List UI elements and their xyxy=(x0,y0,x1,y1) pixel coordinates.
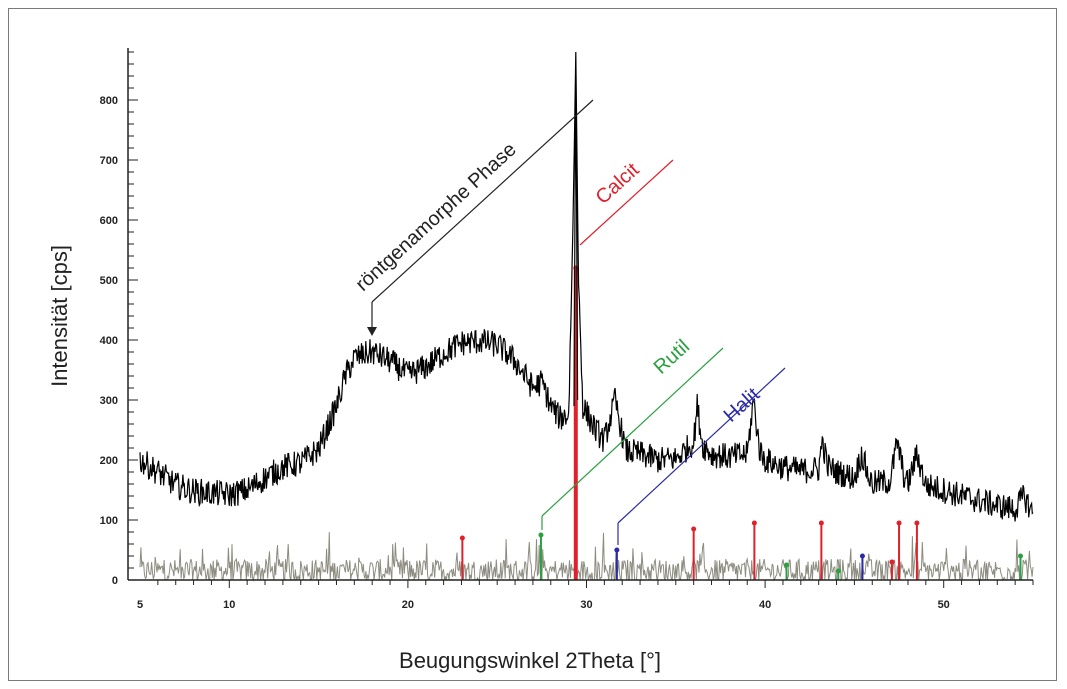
y-tick-label: 800 xyxy=(100,95,118,107)
ref-peak-marker-rutil xyxy=(784,562,790,568)
halit-leader-line xyxy=(617,367,786,524)
x-axis-title: Beugungswinkel 2Theta [°] xyxy=(399,648,661,673)
ref-peak-marker-calcit xyxy=(889,559,895,565)
y-tick-label: 400 xyxy=(100,335,118,347)
ref-peak-marker-rutil xyxy=(1017,553,1023,559)
y-axis-title: Intensität [cps] xyxy=(47,245,72,387)
ref-peak-marker-calcit xyxy=(691,526,697,532)
ref-peak-marker-halit xyxy=(614,547,620,553)
y-tick-label: 300 xyxy=(100,395,118,407)
ref-peak-marker-calcit xyxy=(914,520,920,526)
y-tick-label: 600 xyxy=(100,215,118,227)
x-tick-label: 40 xyxy=(759,599,771,611)
ref-peak-marker-halit xyxy=(859,553,865,559)
measured-pattern-line xyxy=(139,51,1034,522)
y-tick-label: 500 xyxy=(100,275,118,287)
calcit-leader-line xyxy=(579,159,674,246)
x-tick-label: 20 xyxy=(402,599,414,611)
y-tick-label: 200 xyxy=(100,455,118,467)
x-tick-label: 5 xyxy=(137,599,143,611)
ref-peak-marker-rutil xyxy=(538,532,544,538)
figure-frame xyxy=(8,8,1057,681)
x-tick-label: 10 xyxy=(223,599,235,611)
halit-label: Halit xyxy=(720,383,765,426)
amorphous-arrow-icon xyxy=(367,327,377,336)
calcit-label: Calcit xyxy=(592,159,644,209)
y-tick-label: 700 xyxy=(100,155,118,167)
rutil-label: Rutil xyxy=(650,336,694,379)
y-tick-label: 100 xyxy=(100,515,118,527)
rutil-leader-line xyxy=(541,347,724,517)
y-tick-label: 0 xyxy=(112,575,118,587)
amorphous-leader-line xyxy=(371,99,594,303)
amorphous-phase-label: röntgenamorphe Phase xyxy=(352,138,521,295)
ref-peak-marker-calcit xyxy=(573,265,579,271)
ref-peak-marker-calcit xyxy=(751,520,757,526)
difference-pattern-line xyxy=(139,532,1034,582)
x-tick-label: 50 xyxy=(938,599,950,611)
ref-peak-marker-calcit xyxy=(896,520,902,526)
ref-peak-marker-rutil xyxy=(835,568,841,574)
x-tick-label: 30 xyxy=(580,599,592,611)
ref-peak-marker-calcit xyxy=(459,535,465,541)
ref-peak-marker-calcit xyxy=(818,520,824,526)
